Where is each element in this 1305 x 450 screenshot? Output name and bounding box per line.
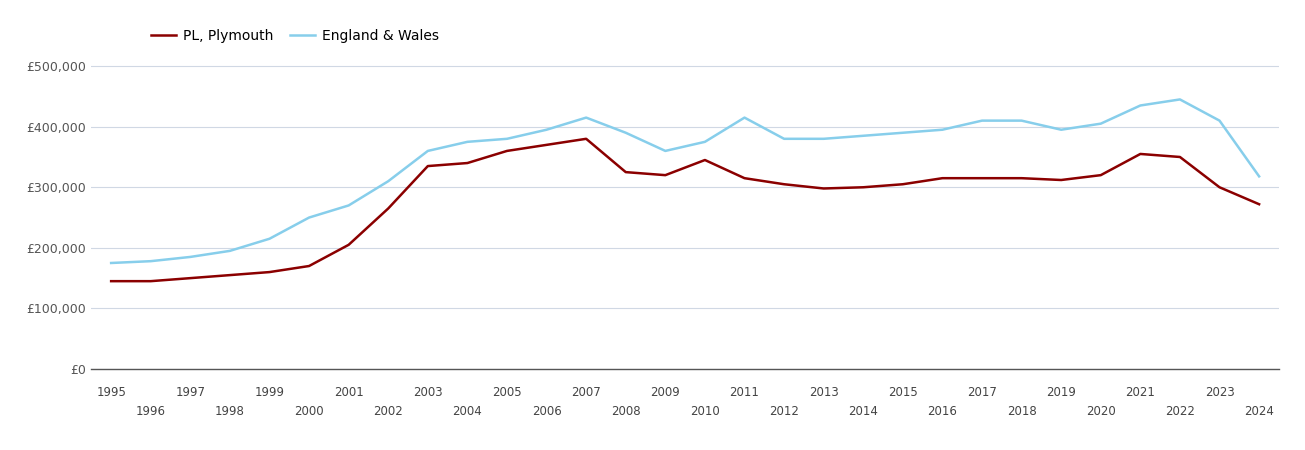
Text: 2018: 2018 (1006, 405, 1036, 418)
Text: 2008: 2008 (611, 405, 641, 418)
Text: 2003: 2003 (412, 386, 442, 399)
Text: 2016: 2016 (928, 405, 958, 418)
Text: 2004: 2004 (453, 405, 483, 418)
Text: 2017: 2017 (967, 386, 997, 399)
Legend: PL, Plymouth, England & Wales: PL, Plymouth, England & Wales (146, 23, 445, 48)
Text: 2009: 2009 (650, 386, 680, 399)
Text: 2022: 2022 (1165, 405, 1195, 418)
Text: 2006: 2006 (531, 405, 561, 418)
Text: 2013: 2013 (809, 386, 839, 399)
Text: 2015: 2015 (887, 386, 917, 399)
Text: 2005: 2005 (492, 386, 522, 399)
Text: 1998: 1998 (215, 405, 245, 418)
Text: 2001: 2001 (334, 386, 364, 399)
Text: 2019: 2019 (1047, 386, 1077, 399)
Text: 2000: 2000 (294, 405, 324, 418)
Text: 1997: 1997 (175, 386, 205, 399)
Text: 1996: 1996 (136, 405, 166, 418)
Text: 2012: 2012 (769, 405, 799, 418)
Text: 2020: 2020 (1086, 405, 1116, 418)
Text: 2011: 2011 (729, 386, 760, 399)
Text: 2014: 2014 (848, 405, 878, 418)
Text: 2010: 2010 (690, 405, 720, 418)
Text: 1999: 1999 (254, 386, 284, 399)
Text: 2024: 2024 (1244, 405, 1274, 418)
Text: 2002: 2002 (373, 405, 403, 418)
Text: 1995: 1995 (97, 386, 127, 399)
Text: 2021: 2021 (1125, 386, 1155, 399)
Text: 2007: 2007 (572, 386, 602, 399)
Text: 2023: 2023 (1205, 386, 1235, 399)
